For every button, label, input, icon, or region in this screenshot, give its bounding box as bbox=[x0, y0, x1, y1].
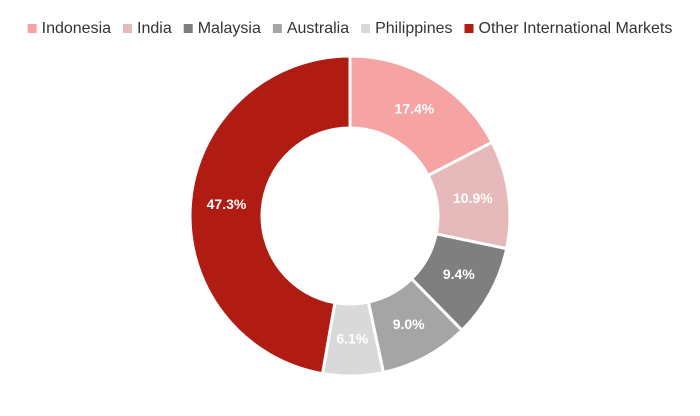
legend-swatch bbox=[183, 24, 193, 33]
legend-swatch bbox=[27, 24, 37, 33]
legend-label: Other International Markets bbox=[479, 20, 673, 37]
legend-swatch bbox=[361, 24, 371, 33]
legend-label: Malaysia bbox=[198, 20, 261, 37]
data-label: 6.1% bbox=[336, 331, 368, 347]
data-label: 9.0% bbox=[393, 316, 425, 332]
legend-label: Indonesia bbox=[42, 20, 111, 37]
legend-label: Australia bbox=[287, 20, 349, 37]
data-label: 10.9% bbox=[453, 190, 493, 206]
donut-slice bbox=[188, 54, 352, 376]
legend-swatch bbox=[123, 24, 133, 33]
data-label: 47.3% bbox=[207, 196, 247, 212]
legend-swatch bbox=[464, 24, 474, 33]
legend-swatch bbox=[272, 24, 282, 33]
data-label: 9.4% bbox=[443, 266, 475, 282]
data-label: 17.4% bbox=[395, 101, 435, 117]
legend-label: India bbox=[137, 20, 172, 37]
legend-label: Philippines bbox=[375, 20, 452, 37]
